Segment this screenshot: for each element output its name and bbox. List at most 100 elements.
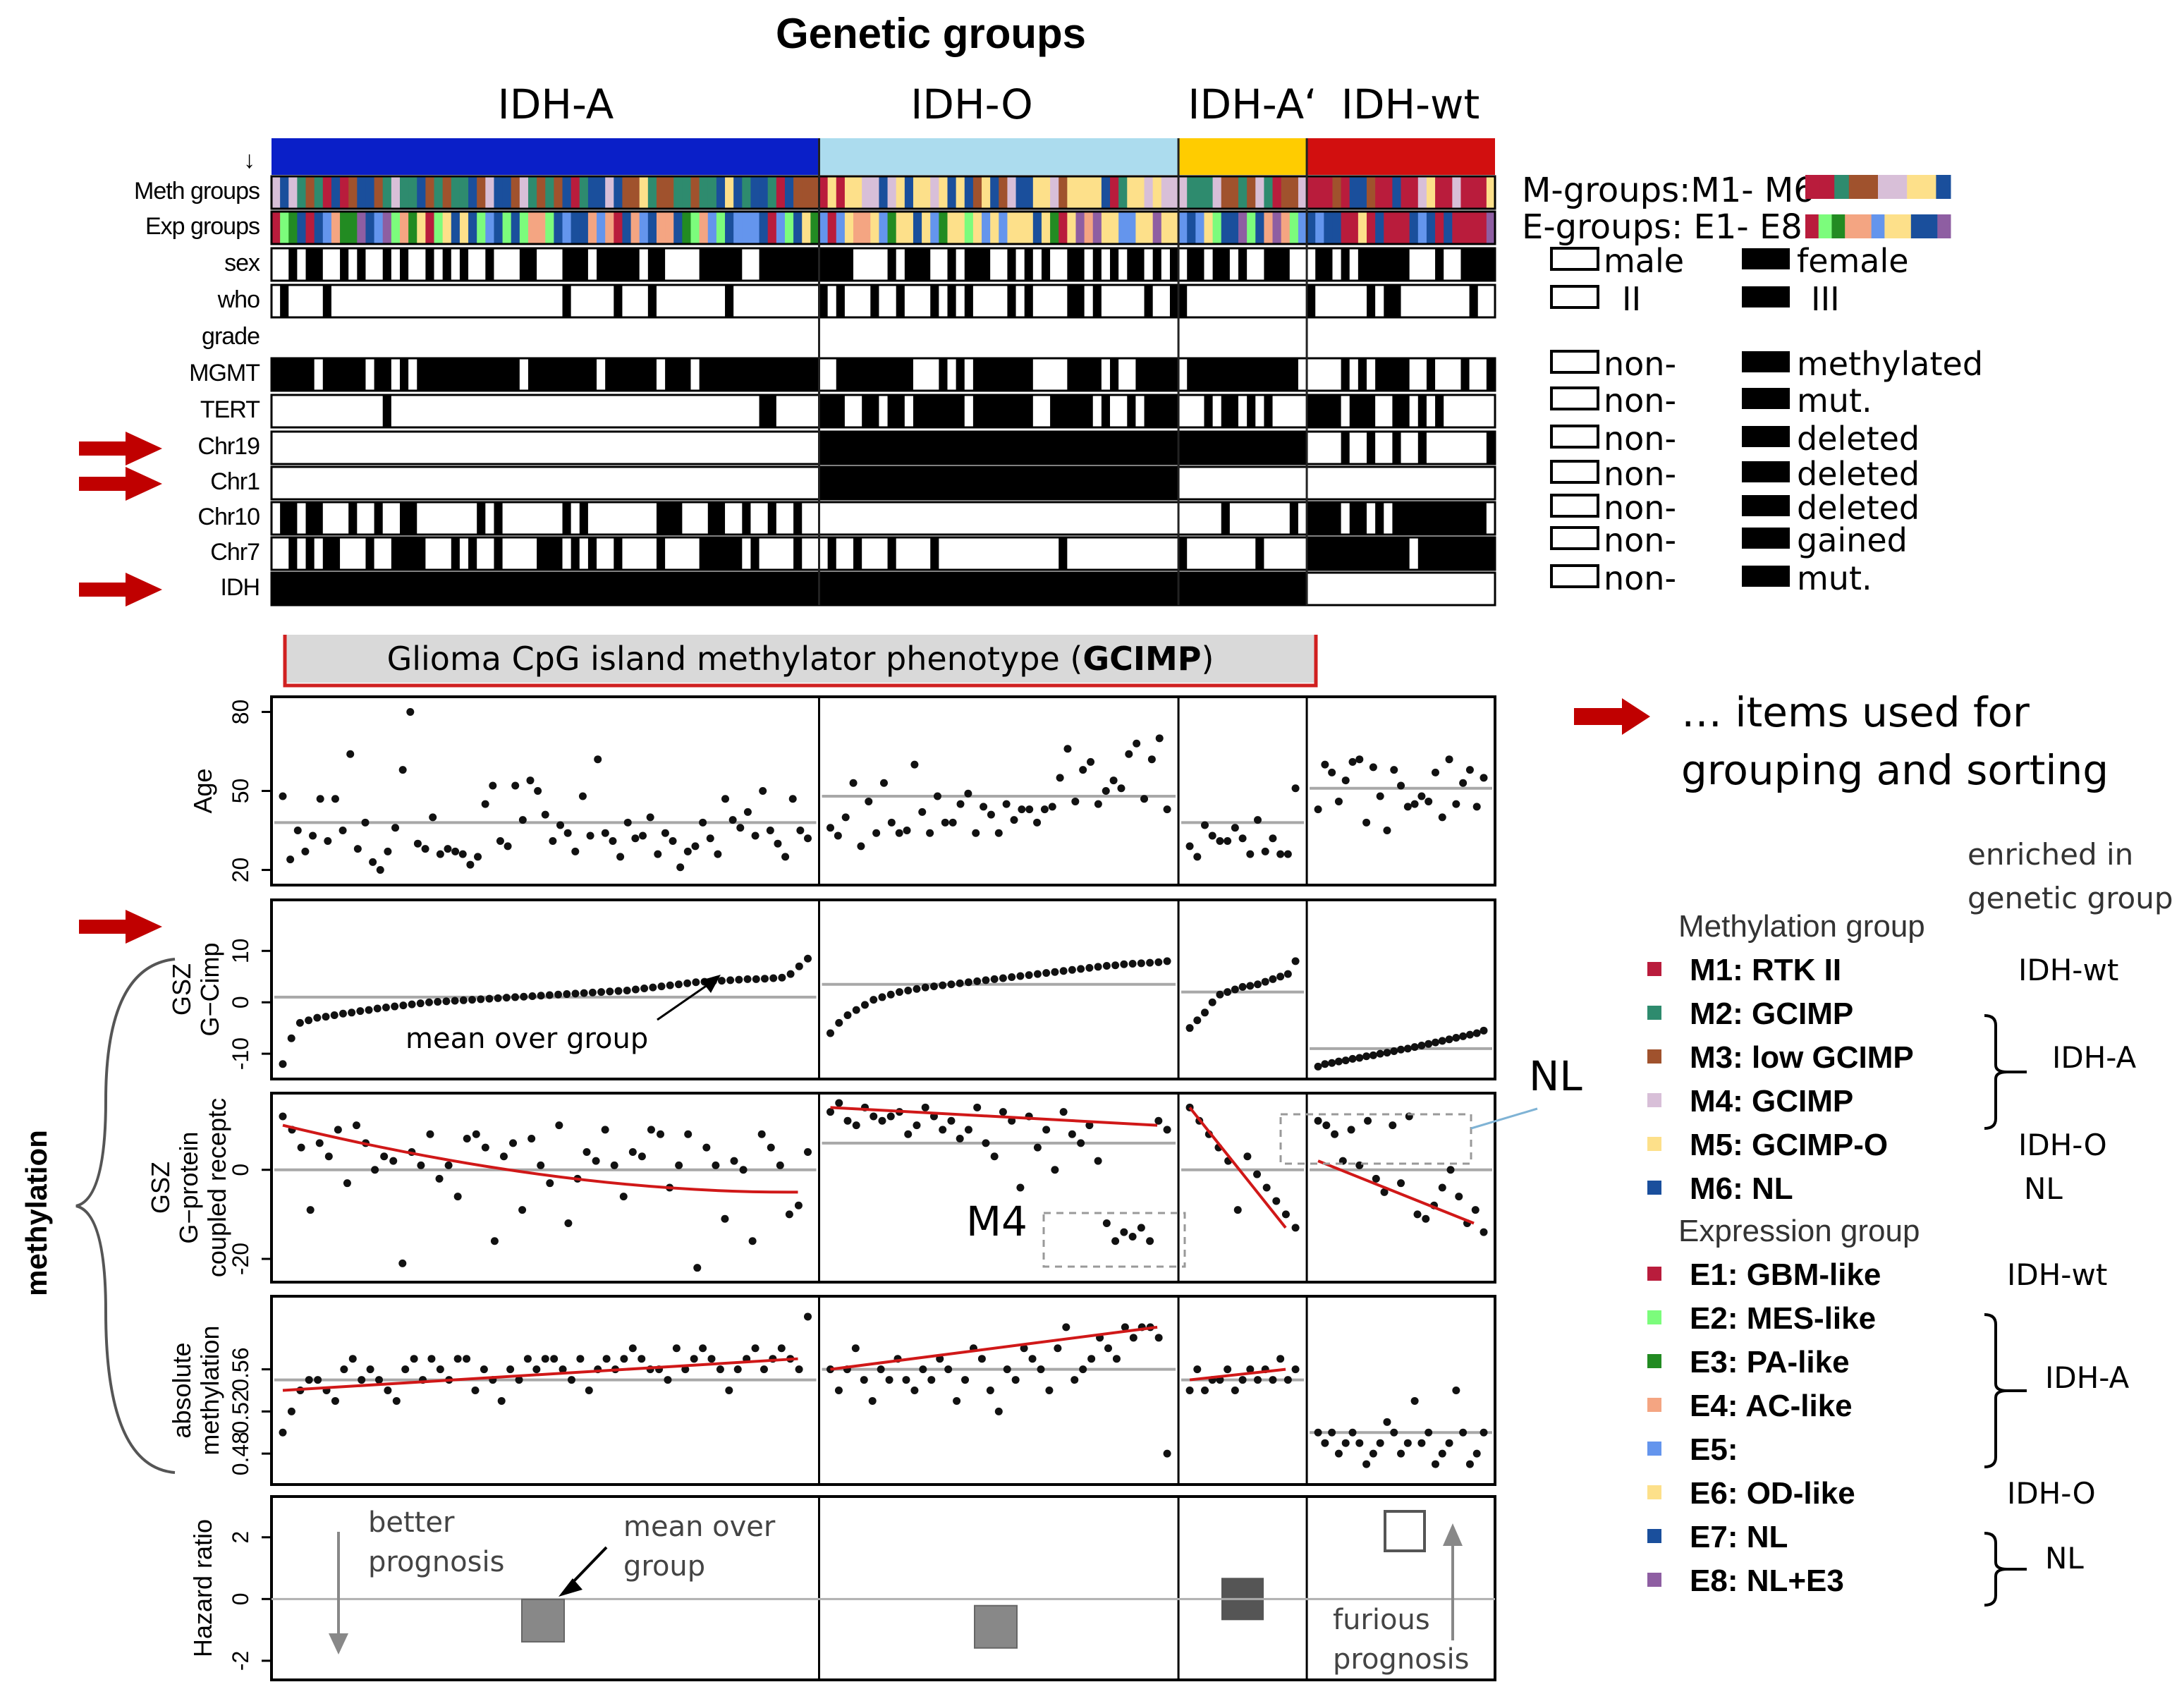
heatmap-cell: [1281, 432, 1291, 464]
panel-3-point: [1104, 1344, 1113, 1353]
panel-0-point: [1397, 781, 1405, 790]
panel-0-point: [1254, 816, 1262, 824]
heatmap-cell: [434, 358, 444, 391]
heatmap-cell: [947, 467, 957, 499]
heatmap-cell: [1229, 573, 1239, 605]
heatmap-cell: [1127, 573, 1137, 605]
panel-3-point: [953, 1396, 961, 1405]
heatmap-cell: [913, 212, 922, 244]
heatmap-cell: [1118, 502, 1128, 535]
heatmap-cell: [862, 432, 871, 464]
heatmap-cell: [442, 358, 452, 391]
heatmap-cell: [844, 176, 854, 209]
heatmap-cell: [1101, 176, 1111, 209]
heatmap-cell: [964, 502, 974, 535]
heatmap-cell: [1161, 176, 1171, 209]
panel-1-point: [279, 1060, 287, 1068]
panel-3-point: [585, 1387, 593, 1394]
heatmap-cell: [622, 395, 632, 427]
heatmap-cell: [725, 395, 734, 427]
heatmap-cell: [468, 176, 477, 209]
heatmap-cell: [784, 285, 794, 317]
panel-1-point: [1348, 1054, 1357, 1063]
heatmap-cell: [1435, 176, 1444, 209]
heatmap-cell: [1024, 212, 1034, 244]
heatmap-cell: [1084, 467, 1094, 499]
heatmap-cell: [647, 248, 657, 281]
heatmap-cell: [1460, 537, 1470, 570]
panel-0-point: [1002, 800, 1011, 808]
heatmap-cell: [870, 395, 880, 427]
heatmap-cell: [1469, 285, 1479, 317]
heatmap-cell: [1255, 432, 1265, 464]
heatmap-cell: [1435, 358, 1444, 391]
heatmap-cell: [742, 467, 752, 499]
heatmap-cell: [519, 248, 529, 281]
heatmap-cell: [964, 395, 974, 427]
panel-1-point: [982, 976, 990, 985]
heatmap-cell: [1067, 502, 1077, 535]
heatmap-cell: [904, 502, 914, 535]
panel-2-point: [343, 1179, 351, 1188]
panel-3-point: [515, 1376, 523, 1384]
panel-2-point: [1480, 1228, 1488, 1236]
heatmap-cell: [1169, 248, 1179, 281]
heatmap-cell: [1349, 502, 1359, 535]
heatmap-cell: [280, 176, 289, 209]
heatmap-cell: [1067, 573, 1077, 605]
panel-2-point: [1128, 1232, 1137, 1241]
panel-0-point: [1261, 847, 1269, 855]
heatmap-cell: [374, 212, 384, 244]
heatmap-cell: [690, 248, 700, 281]
heatmap-cell: [1144, 502, 1154, 535]
e-swatch-cell: [1818, 214, 1832, 238]
heatmap-cell: [1444, 395, 1453, 427]
heatmap-cell: [1384, 467, 1393, 499]
heatmap-cell: [1204, 537, 1214, 570]
heatmap-cell: [1426, 176, 1436, 209]
heatmap-cell: [1409, 395, 1419, 427]
heatmap-cell: [1409, 212, 1419, 244]
heatmap-cell: [1426, 467, 1436, 499]
panel-3-point: [410, 1355, 418, 1363]
heatmap-cell: [819, 537, 829, 570]
panel-0-point: [1390, 766, 1398, 774]
panel-3-point: [384, 1387, 392, 1394]
furious-prognosis-label: prognosis: [1333, 1643, 1469, 1676]
heatmap-cell: [1307, 467, 1316, 499]
panel-0-point: [1231, 824, 1239, 832]
panel-0-point: [458, 850, 467, 858]
panel-1-point: [1362, 1052, 1371, 1061]
panel-0-point: [1040, 805, 1049, 814]
heatmap-cell: [408, 432, 417, 464]
panel-3-point: [1112, 1355, 1121, 1363]
panel-3-point: [541, 1355, 549, 1363]
panel-3-point: [851, 1344, 860, 1353]
heatmap-cell: [1349, 395, 1359, 427]
heatmap-cell: [879, 502, 889, 535]
panel-2-point: [767, 1143, 775, 1152]
panel-2-point: [509, 1139, 518, 1147]
heatmap-cell: [1247, 537, 1256, 570]
row-label-idh: IDH: [220, 574, 260, 601]
heatmap-cell: [784, 537, 794, 570]
heatmap-cell: [767, 176, 777, 209]
heatmap-cell: [417, 358, 426, 391]
panel-2-point: [1438, 1183, 1446, 1192]
panel-1-point: [614, 987, 623, 995]
heatmap-cell: [348, 248, 358, 281]
heatmap-cell: [1110, 573, 1119, 605]
heatmap-cell: [417, 285, 426, 317]
heatmap-cell: [527, 212, 537, 244]
heatmap-cell: [1041, 248, 1051, 281]
panel-2-point: [1446, 1166, 1455, 1174]
heatmap-cell: [964, 537, 974, 570]
panel-0-point: [534, 787, 542, 795]
heatmap-cell: [622, 432, 632, 464]
heatmap-cell: [862, 573, 871, 605]
panel-1-point: [1254, 980, 1262, 989]
heatmap-cell: [1264, 176, 1274, 209]
heatmap-cell: [1212, 248, 1222, 281]
panel-2-trend-line: [830, 1106, 1158, 1127]
heatmap-cell: [896, 358, 905, 391]
